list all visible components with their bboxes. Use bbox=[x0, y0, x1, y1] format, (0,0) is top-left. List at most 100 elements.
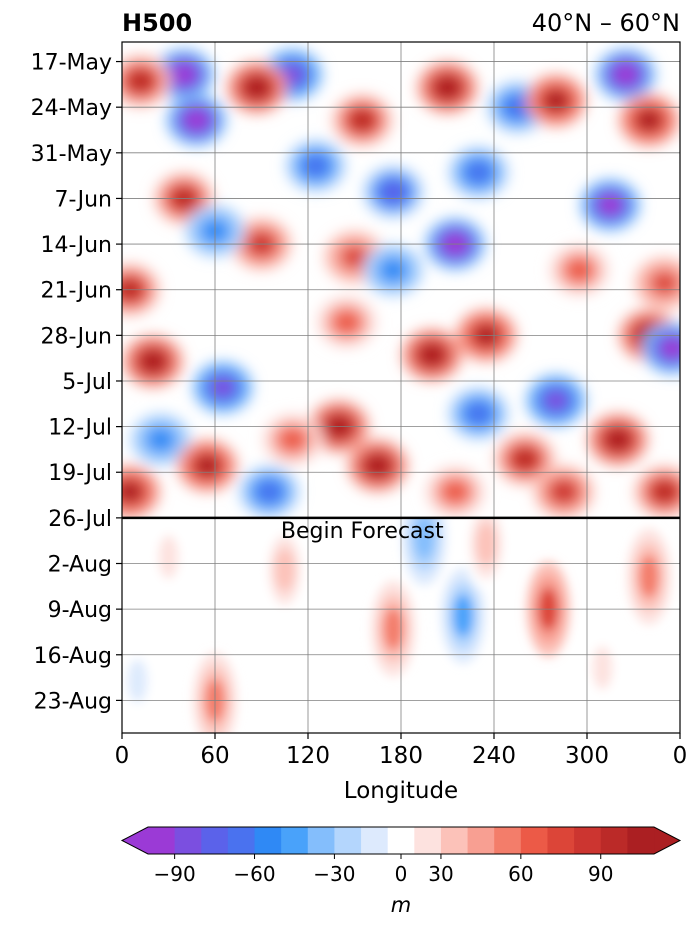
forecast-anomaly-195-29-Jul-ring-3 bbox=[414, 517, 435, 560]
colorbar-tick-label-3: 0 bbox=[395, 862, 408, 886]
forecast-anomaly-235-30-Jul-ring-3 bbox=[476, 522, 497, 566]
colorbar-swatch-8 bbox=[361, 827, 389, 854]
observed-anomaly-200-1-Jul-ring-3 bbox=[418, 343, 446, 367]
observed-anomaly-25-14-Jul-ring-3 bbox=[147, 427, 175, 452]
observed-anomaly-20-2-Jul-ring-3 bbox=[139, 349, 167, 374]
observed-anomaly-48-26-May-ring-3 bbox=[182, 108, 210, 132]
observed-anomaly-355-30-Jun-ring-3 bbox=[658, 336, 680, 361]
y-tick-label-10: 26-Jul bbox=[48, 507, 112, 532]
colorbar-swatch-4 bbox=[254, 827, 282, 854]
observed-anomaly-340-26-May-ring-3 bbox=[635, 108, 663, 132]
colorbar-swatch-10 bbox=[414, 827, 442, 854]
colorbar-swatch-5 bbox=[281, 827, 309, 854]
colorbar-label: m bbox=[391, 893, 411, 917]
colorbar-swatch-7 bbox=[334, 827, 362, 854]
colorbar-extend-low bbox=[122, 827, 148, 854]
y-tick-label-6: 28-Jun bbox=[40, 324, 112, 349]
y-tick-label-2: 31-May bbox=[31, 142, 112, 167]
y-tick-label-14: 23-Aug bbox=[34, 689, 112, 714]
forecast-anomaly-30-1-Aug-ring-3 bbox=[158, 535, 179, 579]
colorbar-tick-label-1: −60 bbox=[233, 862, 275, 886]
y-tick-label-4: 14-Jun bbox=[40, 233, 112, 258]
y-tick-label-12: 9-Aug bbox=[48, 598, 112, 623]
observed-anomaly-12-20-May-ring-3 bbox=[127, 69, 155, 93]
colorbar-swatch-14 bbox=[520, 827, 549, 854]
x-axis: 0 60 120 180 240 300 0 bbox=[115, 733, 687, 769]
forecast-annotation: Begin Forecast bbox=[281, 519, 444, 544]
colorbar-tick-label-5: 60 bbox=[508, 862, 533, 886]
y-tick-label-9: 19-Jul bbox=[48, 461, 112, 486]
colorbar-swatch-6 bbox=[307, 827, 336, 854]
observed-anomaly-350-22-Jul-ring-3 bbox=[651, 480, 678, 504]
y-tick-label-0: 17-May bbox=[31, 51, 112, 76]
observed-anomaly-145-26-Jun-ring-3 bbox=[333, 310, 361, 335]
colorbar-tick-label-0: −90 bbox=[154, 862, 196, 886]
observed-anomaly-5-22-Jul-ring-3 bbox=[122, 480, 144, 504]
observed-anomaly-150-16-Jun-ring-3 bbox=[341, 245, 368, 269]
observed-anomaly-110-14-Jul-ring-3 bbox=[279, 427, 306, 452]
y-tick-label-3: 7-Jun bbox=[54, 187, 112, 212]
x-tick-label-3: 180 bbox=[379, 743, 423, 769]
x-tick-label-2: 120 bbox=[286, 743, 330, 769]
observed-anomaly-215-22-Jul-ring-3 bbox=[441, 480, 469, 504]
x-tick-label-5: 300 bbox=[565, 743, 609, 769]
x-tick-label-1: 60 bbox=[200, 743, 229, 769]
colorbar-swatch-11 bbox=[440, 827, 469, 854]
observed-anomaly-87-21-May-ring-3 bbox=[243, 75, 271, 100]
colorbar-swatch-15 bbox=[547, 827, 575, 854]
observed-anomaly-40-19-May-ring-3 bbox=[170, 62, 198, 87]
observed-anomaly-95-22-Jul-ring-3 bbox=[255, 480, 283, 504]
observed-anomaly-280-23-May-ring-3 bbox=[542, 88, 570, 113]
y-tick-label-5: 21-Jun bbox=[40, 279, 112, 304]
observed-anomaly-260-17-Jul-ring-3 bbox=[511, 447, 539, 471]
forecast-anomaly-105-3-Aug-ring-3 bbox=[274, 548, 295, 592]
colorbar-swatch-2 bbox=[201, 827, 229, 854]
y-tick-label-7: 5-Jul bbox=[62, 370, 112, 395]
colorbar-swatch-12 bbox=[467, 827, 495, 854]
x-tick-label-4: 240 bbox=[472, 743, 516, 769]
observed-anomaly-110-19-May-ring-3 bbox=[279, 62, 306, 87]
colorbar-swatch-0 bbox=[148, 827, 176, 854]
forecast-anomaly-310-18-Aug-ring-3 bbox=[592, 646, 613, 690]
observed-anomaly-230-3-Jun-ring-3 bbox=[465, 160, 492, 185]
observed-anomaly-285-22-Jul-ring-3 bbox=[550, 480, 578, 504]
observed-anomaly-280-8-Jul-ring-3 bbox=[542, 388, 570, 413]
colorbar-swatch-3 bbox=[227, 827, 256, 854]
forecast-anomaly-10-20-Aug-ring-3 bbox=[127, 659, 148, 703]
colorbar-tick-label-2: −30 bbox=[313, 862, 355, 886]
colorbar-swatch-9 bbox=[387, 827, 415, 854]
x-axis-label: Longitude bbox=[344, 778, 458, 804]
observed-anomaly-55-18-Jul-ring-3 bbox=[193, 454, 221, 478]
colorbar-swatch-16 bbox=[574, 827, 602, 854]
colorbar-swatch-17 bbox=[600, 827, 628, 854]
observed-anomaly-320-14-Jul-ring-3 bbox=[604, 427, 632, 452]
colorbar-tick-label-6: 90 bbox=[588, 862, 613, 886]
observed-anomaly-175-18-Jun-ring-3 bbox=[379, 258, 407, 282]
observed-anomaly-175-6-Jun-ring-3 bbox=[379, 180, 407, 204]
x-tick-label-0: 0 bbox=[115, 743, 130, 769]
observed-anomalies bbox=[122, 48, 680, 518]
forecast-anomaly-175-12-Aug-ring-3 bbox=[383, 607, 404, 651]
colorbar-extend-high bbox=[654, 827, 680, 854]
y-tick-label-8: 12-Jul bbox=[48, 416, 112, 441]
observed-anomaly-325-19-May-ring-3 bbox=[612, 62, 640, 87]
observed-anomaly-155-26-May-ring-3 bbox=[348, 108, 376, 132]
y-axis: 17-May 24-May 31-May 7-Jun 14-Jun 21-Jun 28-Ju… bbox=[31, 51, 122, 714]
observed-anomaly-350-20-Jun-ring-3 bbox=[651, 271, 678, 295]
observed-anomaly-295-18-Jun-ring-3 bbox=[565, 258, 593, 282]
observed-anomaly-230-10-Jul-ring-3 bbox=[465, 401, 492, 426]
colorbar-swatch-1 bbox=[174, 827, 202, 854]
colorbar-swatch-18 bbox=[627, 827, 655, 854]
colorbar: −90 −60 −30 0 30 60 90 bbox=[120, 826, 682, 886]
observed-anomaly-315-8-Jun-ring-3 bbox=[596, 193, 624, 217]
observed-anomaly-125-2-Jun-ring-3 bbox=[302, 154, 330, 178]
colorbar-outline bbox=[120, 826, 682, 855]
observed-anomaly-65-6-Jul-ring-3 bbox=[209, 375, 237, 400]
chart-title-left: H500 bbox=[122, 9, 192, 37]
y-tick-label-1: 24-May bbox=[31, 96, 112, 121]
observed-anomaly-165-18-Jul-ring-3 bbox=[364, 454, 392, 478]
forecast-anomaly-220-10-Aug-ring-3 bbox=[453, 594, 473, 638]
y-tick-label-13: 16-Aug bbox=[34, 644, 112, 669]
chart-title-right: 40°N – 60°N bbox=[532, 9, 680, 37]
